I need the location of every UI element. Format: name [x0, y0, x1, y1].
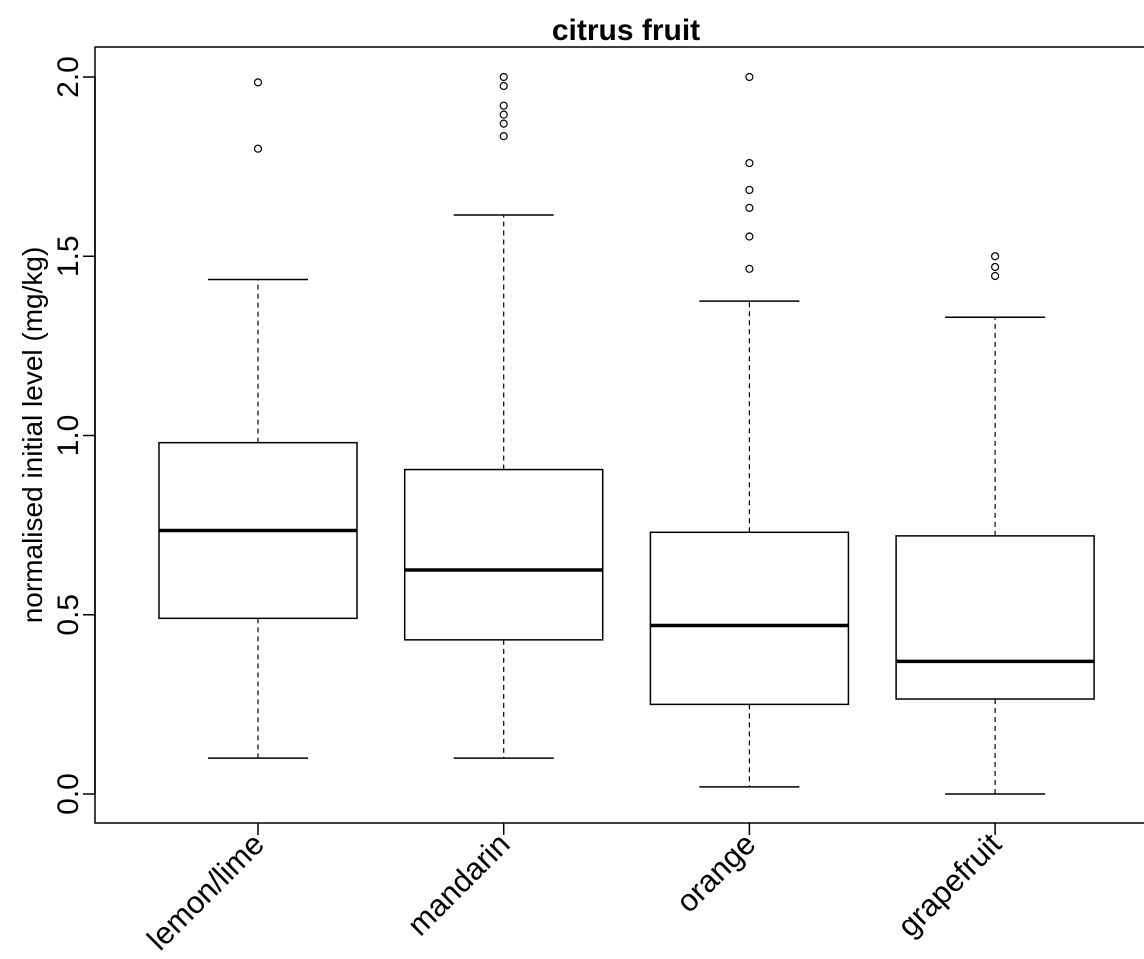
outlier-point — [499, 72, 508, 82]
y-axis: 0.0 0.5 1.0 1.5 2.0 — [52, 56, 96, 815]
outlier-point — [745, 232, 754, 241]
box-mandarin — [403, 72, 604, 835]
y-tick-label: 1.5 — [52, 235, 85, 277]
outlier-point — [990, 252, 1000, 261]
outlier-point — [499, 110, 508, 119]
y-axis-label: normalised initial level (mg/kg) — [17, 247, 48, 624]
box-lemon-lime — [158, 78, 358, 835]
plot-frame — [94, 46, 1144, 824]
chart-title: citrus fruit — [552, 14, 700, 47]
x-axis-labels: lemon/lime mandarin orange grapefruit — [140, 826, 1008, 957]
outlier-point — [253, 144, 263, 153]
x-tick-label: mandarin — [401, 826, 517, 942]
outlier-point — [745, 158, 754, 168]
y-tick-label: 1.0 — [52, 415, 85, 457]
iqr-box — [403, 468, 604, 641]
y-tick-label: 0.0 — [52, 773, 85, 815]
x-tick-label: lemon/lime — [140, 826, 271, 957]
outlier-point — [253, 78, 263, 87]
outlier-point — [990, 262, 1000, 272]
y-tick-label: 0.5 — [52, 594, 85, 636]
outlier-point — [499, 81, 508, 91]
outlier-point — [745, 264, 754, 273]
x-tick-label: grapefruit — [891, 826, 1009, 944]
iqr-box — [895, 535, 1095, 700]
y-tick-label: 2.0 — [52, 56, 85, 98]
outlier-point — [499, 132, 508, 141]
box-group — [158, 72, 1095, 835]
outlier-point — [745, 72, 754, 82]
outlier-point — [745, 203, 754, 212]
iqr-box — [649, 531, 850, 706]
outlier-point — [499, 119, 508, 128]
box-grapefruit — [895, 252, 1095, 835]
outlier-point — [499, 101, 508, 110]
outlier-point — [990, 271, 1000, 281]
x-tick-label: orange — [669, 826, 762, 919]
outlier-point — [745, 185, 754, 195]
box-orange — [649, 72, 850, 835]
